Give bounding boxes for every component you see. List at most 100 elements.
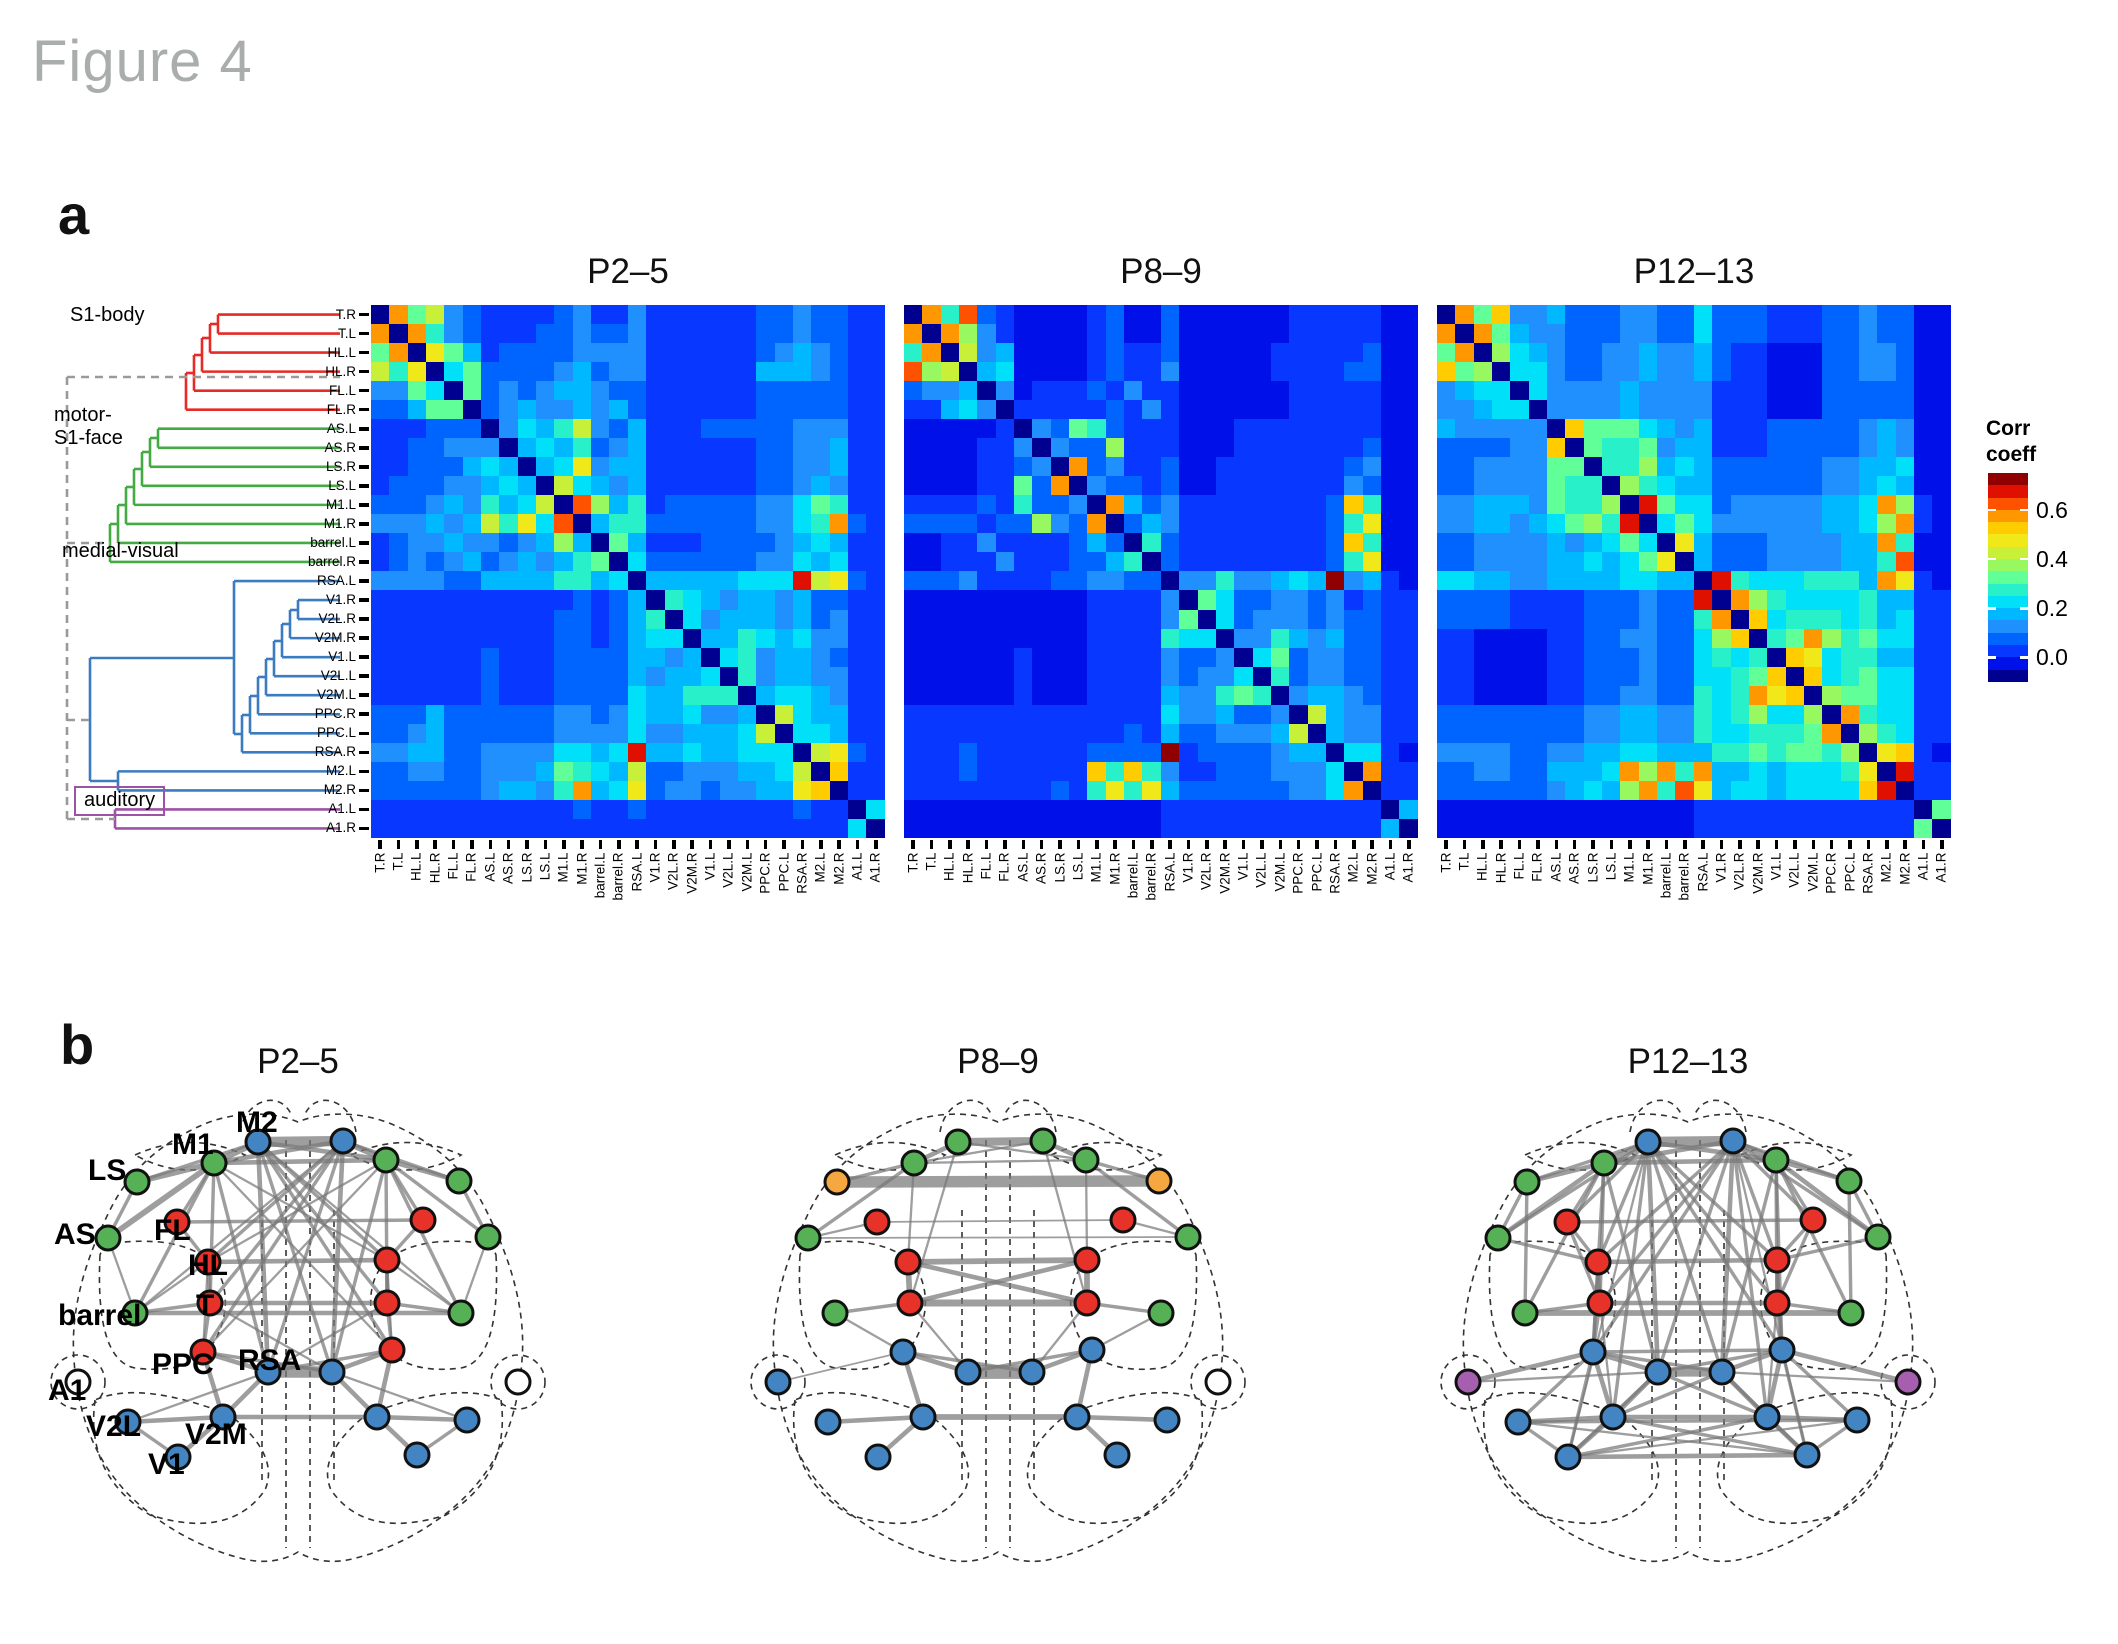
network-edge-T.L-V2M.L: [1598, 1301, 1615, 1419]
network-node-M2.L: [944, 1128, 972, 1156]
heatmap-cell: [407, 685, 427, 705]
heatmap-cell: [977, 666, 996, 686]
x-axis-tick: [1131, 840, 1136, 849]
network-edge-V1.R-V2L.L: [1516, 1420, 1809, 1457]
heatmap-cell: [1437, 381, 1456, 401]
x-axis-tick: [874, 840, 878, 849]
heatmap-cell: [462, 305, 482, 325]
y-axis-label-PPC.R: PPC.R: [314, 706, 356, 722]
heatmap-cell: [1142, 609, 1161, 629]
heatmap-cell: [646, 571, 665, 591]
heatmap-cell: [1473, 628, 1493, 648]
heatmap-cell: [1803, 552, 1823, 572]
heatmap-cell: [1160, 495, 1180, 515]
heatmap-cell: [829, 761, 848, 781]
heatmap-cell: [1675, 704, 1694, 724]
heatmap-cell: [977, 343, 996, 363]
x-axis-tick: [1370, 840, 1374, 849]
heatmap-cell: [1179, 305, 1198, 325]
heatmap-cell: [1638, 495, 1658, 515]
heatmap-cell: [1399, 628, 1418, 648]
heatmap-cell: [646, 761, 665, 781]
heatmap-cell: [462, 324, 482, 344]
heatmap-cell: [940, 761, 960, 781]
heatmap-cell: [1730, 666, 1749, 686]
network-node-barrel.R: [1147, 1299, 1175, 1327]
heatmap-cell: [940, 400, 960, 420]
heatmap-cell: [1087, 742, 1106, 762]
heatmap-cell: [922, 609, 941, 629]
heatmap-cell: [1197, 571, 1216, 591]
heatmap-cell: [904, 704, 923, 724]
network-node-FL.L: [1553, 1208, 1581, 1236]
heatmap-cell: [1105, 381, 1125, 401]
network-edge-M1.L-PPC.R: [212, 1161, 394, 1352]
heatmap-cell: [1767, 457, 1786, 477]
heatmap-cell: [1693, 647, 1713, 667]
heatmap-cell: [1547, 818, 1566, 838]
heatmap-cell: [1473, 419, 1493, 439]
heatmap-cell: [1730, 818, 1749, 838]
heatmap-cell: [517, 419, 537, 439]
heatmap-cell: [1252, 419, 1271, 439]
network-node-V1.L: [864, 1443, 892, 1471]
heatmap-cell: [1032, 305, 1051, 325]
heatmap-cell: [1620, 533, 1639, 553]
heatmap-cell: [1289, 457, 1308, 477]
heatmap-cell: [1399, 571, 1418, 591]
heatmap-cell: [1307, 495, 1326, 515]
heatmap-cell: [1913, 799, 1933, 819]
heatmap-cell: [1638, 780, 1658, 800]
heatmap-cell: [1455, 818, 1474, 838]
network-node-T.R: [373, 1289, 401, 1317]
heatmap-cell: [1675, 590, 1694, 610]
heatmap-cell: [682, 438, 702, 458]
heatmap-cell: [1620, 666, 1639, 686]
network-edge-AS.R-M1.R: [1084, 1158, 1190, 1239]
heatmap-cell: [1437, 476, 1456, 496]
heatmap-cell: [1197, 552, 1216, 572]
heatmap-cell: [1565, 381, 1584, 401]
heatmap-cell: [1638, 305, 1658, 325]
x-axis-tick: [635, 840, 639, 849]
heatmap-cell: [1657, 305, 1676, 325]
heatmap-cell: [1932, 324, 1951, 344]
heatmap-cell: [1197, 419, 1216, 439]
x-axis-tick: [745, 840, 750, 849]
heatmap-cell: [1437, 609, 1456, 629]
heatmap-cell: [682, 362, 702, 382]
heatmap-cell: [1583, 666, 1603, 686]
heatmap-cell: [1069, 552, 1088, 572]
network-edge-M1.L-M1.R: [912, 1158, 1088, 1165]
heatmap-cell: [646, 381, 665, 401]
heatmap-cell: [1767, 419, 1786, 439]
heatmap-cell: [1087, 590, 1106, 610]
heatmap-cell: [756, 362, 775, 382]
heatmap-cell: [1437, 495, 1456, 515]
heatmap-cell: [940, 305, 960, 325]
heatmap-cell: [904, 571, 923, 591]
heatmap-cell: [701, 343, 720, 363]
heatmap-cell: [444, 514, 463, 534]
heatmap-cell: [1270, 495, 1290, 515]
heatmap-cell: [572, 343, 592, 363]
heatmap-cell: [444, 324, 463, 344]
heatmap-cell: [811, 438, 830, 458]
heatmap-cell: [774, 780, 793, 800]
heatmap-cell: [1932, 742, 1951, 762]
heatmap-cell: [1803, 628, 1823, 648]
network-node-V2L.R: [1153, 1406, 1181, 1434]
heatmap-cell: [1528, 495, 1548, 515]
network-node-A1.L: [1454, 1368, 1482, 1396]
heatmap-cell: [371, 362, 390, 382]
heatmap-cell: [572, 609, 592, 629]
heatmap-cell: [756, 400, 775, 420]
heatmap-cell: [1822, 552, 1841, 572]
heatmap-cell: [1528, 476, 1548, 496]
x-axis-label-AS.L: AS.L: [482, 852, 498, 882]
heatmap-cell: [1234, 818, 1253, 838]
heatmap-cell: [1492, 761, 1511, 781]
heatmap-cell: [664, 799, 683, 819]
heatmap-cell: [1840, 742, 1859, 762]
heatmap-cell: [1437, 590, 1456, 610]
